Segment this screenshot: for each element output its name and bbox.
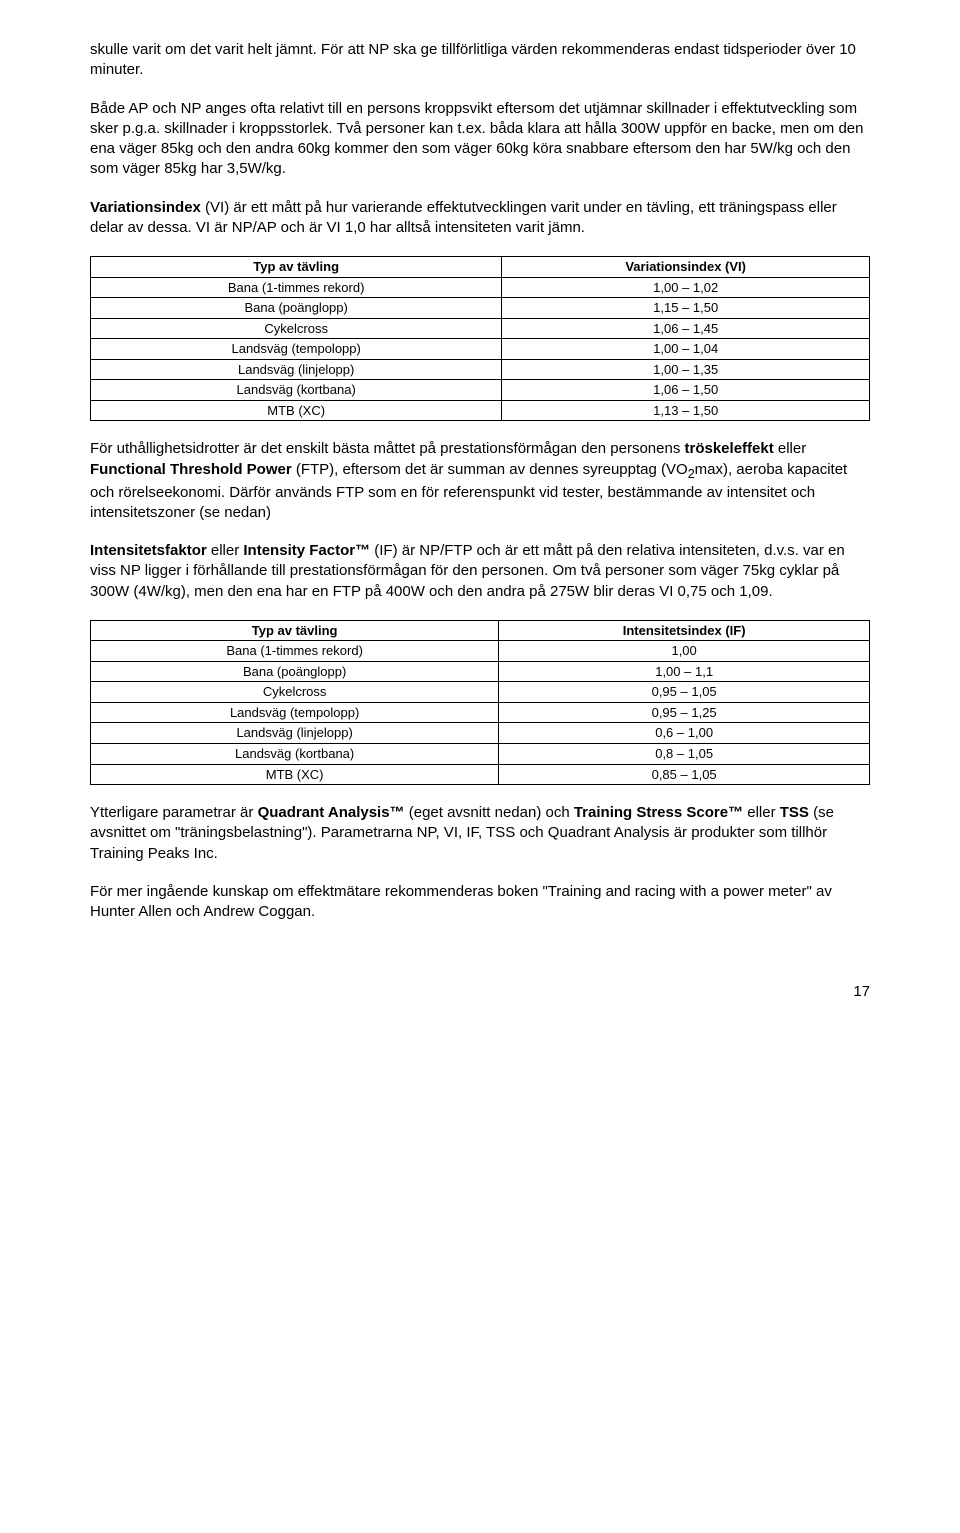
table-row: MTB (XC)0,85 – 1,05 xyxy=(91,764,870,785)
term-ftp: Functional Threshold Power xyxy=(90,461,292,478)
table-body: Bana (1-timmes rekord)1,00Bana (poänglop… xyxy=(91,641,870,785)
table-row: Landsväg (kortbana)1,06 – 1,50 xyxy=(91,380,870,401)
page-number: 17 xyxy=(90,982,870,1002)
table-cell: 0,6 – 1,00 xyxy=(499,723,870,744)
table-cell: 1,00 – 1,04 xyxy=(502,339,870,360)
table-cell: Landsväg (linjelopp) xyxy=(91,359,502,380)
table-row: Landsväg (kortbana)0,8 – 1,05 xyxy=(91,744,870,765)
text-run: eller xyxy=(774,440,807,457)
term-troskel: tröskeleffekt xyxy=(685,440,774,457)
paragraph-4: För uthållighetsidrotter är det enskilt … xyxy=(90,439,870,523)
paragraph-3-rest: (VI) är ett mått på hur varierande effek… xyxy=(90,199,837,236)
table-cell: Bana (1-timmes rekord) xyxy=(91,277,502,298)
table-cell: Cykelcross xyxy=(91,318,502,339)
table-header-cell: Typ av tävling xyxy=(91,257,502,278)
table-header-cell: Typ av tävling xyxy=(91,620,499,641)
table-cell: 0,95 – 1,25 xyxy=(499,702,870,723)
table-cell: MTB (XC) xyxy=(91,764,499,785)
term-intensity-factor: Intensity Factor™ xyxy=(243,542,370,559)
text-run: eller xyxy=(743,804,780,821)
term-tss: TSS xyxy=(780,804,809,821)
table-header-row: Typ av tävling Variationsindex (VI) xyxy=(91,257,870,278)
table-row: Landsväg (tempolopp)1,00 – 1,04 xyxy=(91,339,870,360)
table-cell: MTB (XC) xyxy=(91,400,502,421)
term-intensitetsfaktor: Intensitetsfaktor xyxy=(90,542,207,559)
term-quadrant-analysis: Quadrant Analysis™ xyxy=(258,804,405,821)
table-cell: Landsväg (tempolopp) xyxy=(91,702,499,723)
table-row: Cykelcross1,06 – 1,45 xyxy=(91,318,870,339)
table-cell: 1,13 – 1,50 xyxy=(502,400,870,421)
term-tss-long: Training Stress Score™ xyxy=(574,804,743,821)
table-row: Cykelcross0,95 – 1,05 xyxy=(91,682,870,703)
table-row: MTB (XC)1,13 – 1,50 xyxy=(91,400,870,421)
table-cell: Landsväg (kortbana) xyxy=(91,380,502,401)
table-cell: 0,85 – 1,05 xyxy=(499,764,870,785)
text-run: (eget avsnitt nedan) och xyxy=(405,804,574,821)
table-header-cell: Intensitetsindex (IF) xyxy=(499,620,870,641)
table-cell: Landsväg (kortbana) xyxy=(91,744,499,765)
table-cell: 1,00 – 1,02 xyxy=(502,277,870,298)
text-run: Ytterligare parametrar är xyxy=(90,804,258,821)
paragraph-1: skulle varit om det varit helt jämnt. Fö… xyxy=(90,40,870,81)
document-page: skulle varit om det varit helt jämnt. Fö… xyxy=(0,0,960,1033)
table-variationsindex: Typ av tävling Variationsindex (VI) Bana… xyxy=(90,256,870,421)
table-cell: 0,95 – 1,05 xyxy=(499,682,870,703)
table-row: Landsväg (linjelopp)0,6 – 1,00 xyxy=(91,723,870,744)
table-row: Bana (1-timmes rekord)1,00 – 1,02 xyxy=(91,277,870,298)
table-row: Landsväg (linjelopp)1,00 – 1,35 xyxy=(91,359,870,380)
table-cell: Cykelcross xyxy=(91,682,499,703)
table-intensitetsindex: Typ av tävling Intensitetsindex (IF) Ban… xyxy=(90,620,870,785)
table-cell: Bana (poänglopp) xyxy=(91,661,499,682)
table-row: Bana (poänglopp)1,00 – 1,1 xyxy=(91,661,870,682)
table-cell: Landsväg (tempolopp) xyxy=(91,339,502,360)
text-run: eller xyxy=(207,542,244,559)
table-row: Bana (1-timmes rekord)1,00 xyxy=(91,641,870,662)
subscript-2: 2 xyxy=(688,467,695,481)
table-cell: 1,06 – 1,45 xyxy=(502,318,870,339)
table-cell: 0,8 – 1,05 xyxy=(499,744,870,765)
paragraph-6: Ytterligare parametrar är Quadrant Analy… xyxy=(90,803,870,864)
text-run: För uthållighetsidrotter är det enskilt … xyxy=(90,440,685,457)
paragraph-2: Både AP och NP anges ofta relativt till … xyxy=(90,99,870,180)
table-cell: 1,00 – 1,1 xyxy=(499,661,870,682)
table-cell: Landsväg (linjelopp) xyxy=(91,723,499,744)
table-header-cell: Variationsindex (VI) xyxy=(502,257,870,278)
paragraph-5: Intensitetsfaktor eller Intensity Factor… xyxy=(90,541,870,602)
table-row: Bana (poänglopp)1,15 – 1,50 xyxy=(91,298,870,319)
table-body: Bana (1-timmes rekord)1,00 – 1,02Bana (p… xyxy=(91,277,870,421)
table-header-row: Typ av tävling Intensitetsindex (IF) xyxy=(91,620,870,641)
table-cell: 1,00 – 1,35 xyxy=(502,359,870,380)
paragraph-7: För mer ingående kunskap om effektmätare… xyxy=(90,882,870,923)
text-run: (FTP), eftersom det är summan av dennes … xyxy=(292,461,688,478)
paragraph-3: Variationsindex (VI) är ett mått på hur … xyxy=(90,198,870,239)
table-cell: 1,06 – 1,50 xyxy=(502,380,870,401)
table-cell: 1,00 xyxy=(499,641,870,662)
term-variationsindex: Variationsindex xyxy=(90,199,201,216)
table-cell: Bana (poänglopp) xyxy=(91,298,502,319)
table-cell: Bana (1-timmes rekord) xyxy=(91,641,499,662)
table-cell: 1,15 – 1,50 xyxy=(502,298,870,319)
table-row: Landsväg (tempolopp)0,95 – 1,25 xyxy=(91,702,870,723)
